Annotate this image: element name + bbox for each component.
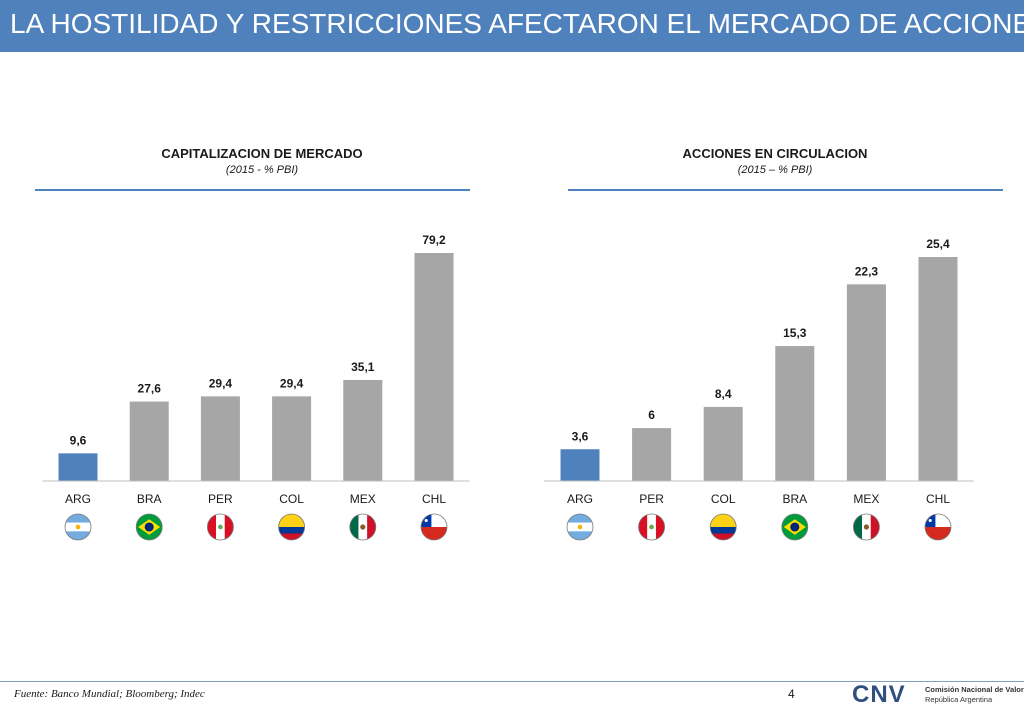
org-country: República Argentina	[925, 695, 993, 704]
data-label-arg: 3,6	[572, 429, 589, 443]
flag-colombia-icon	[278, 513, 306, 541]
source-note: Fuente: Banco Mundial; Bloomberg; Indec	[14, 688, 205, 700]
tick-label-chl: CHL	[926, 492, 950, 506]
chart-2-subtitle: (2015 – % PBI)	[737, 164, 813, 176]
bar-arg	[560, 449, 600, 481]
data-label-col: 8,4	[715, 387, 732, 401]
data-label-mex: 22,3	[855, 264, 879, 278]
tick-label-chl: CHL	[422, 492, 446, 506]
data-label-chl: 79,2	[422, 233, 446, 247]
tick-label-col: COL	[711, 492, 736, 506]
tick-label-arg: ARG	[567, 492, 593, 506]
tick-label-bra: BRA	[137, 492, 162, 506]
tick-label-mex: MEX	[350, 492, 376, 506]
title-bar: LA HOSTILIDAD Y RESTRICCIONES AFECTARON …	[0, 0, 1024, 52]
bar-bra	[129, 401, 169, 481]
chart-2-divider	[568, 189, 1003, 191]
flag-brazil-icon	[781, 513, 809, 541]
tick-label-per: PER	[639, 492, 664, 506]
data-label-bra: 15,3	[783, 326, 807, 340]
chart-1-title: CAPITALIZACION DE MERCADO	[161, 146, 363, 161]
flag-chile-icon	[924, 513, 952, 541]
bar-per	[632, 428, 672, 481]
flag-chile-icon	[420, 513, 448, 541]
flag-argentina-icon	[64, 513, 92, 541]
bar-arg	[58, 453, 98, 481]
bar-mex	[343, 379, 383, 481]
data-label-per: 29,4	[209, 376, 233, 390]
flag-argentina-icon	[566, 513, 594, 541]
flag-mexico-icon	[349, 513, 377, 541]
data-label-mex: 35,1	[351, 360, 375, 374]
cnv-logo: CNV	[852, 681, 924, 711]
bar-per	[200, 396, 240, 481]
bar-chl	[414, 253, 454, 481]
tick-label-bra: BRA	[782, 492, 807, 506]
flag-brazil-icon	[135, 513, 163, 541]
tick-label-per: PER	[208, 492, 233, 506]
page-title: LA HOSTILIDAD Y RESTRICCIONES AFECTARON …	[10, 8, 1024, 39]
tick-label-arg: ARG	[65, 492, 91, 506]
data-label-per: 6	[648, 408, 655, 422]
flag-colombia-icon	[709, 513, 737, 541]
flag-mexico-icon	[853, 513, 880, 541]
bar-mex	[846, 284, 886, 481]
data-label-col: 29,4	[280, 376, 304, 390]
footer-divider	[0, 681, 1024, 682]
tick-label-mex: MEX	[853, 492, 879, 506]
data-label-chl: 25,4	[926, 237, 950, 251]
bar-col	[703, 406, 743, 481]
org-name: Comisión Nacional de Valores	[925, 685, 1024, 694]
bar-col	[272, 396, 312, 481]
tick-label-col: COL	[279, 492, 304, 506]
chart-2-title: ACCIONES EN CIRCULACION	[682, 146, 868, 161]
bar-bra	[775, 346, 815, 481]
page-number: 4	[788, 687, 795, 701]
bar-chl	[918, 257, 958, 481]
chart-1-subtitle: (2015 - % PBI)	[225, 164, 299, 176]
flag-peru-icon	[638, 513, 665, 541]
data-label-arg: 9,6	[70, 433, 87, 447]
flag-peru-icon	[206, 513, 234, 541]
chart-1-divider	[35, 189, 470, 191]
data-label-bra: 27,6	[138, 382, 162, 396]
logo-text: CNV	[852, 682, 906, 706]
